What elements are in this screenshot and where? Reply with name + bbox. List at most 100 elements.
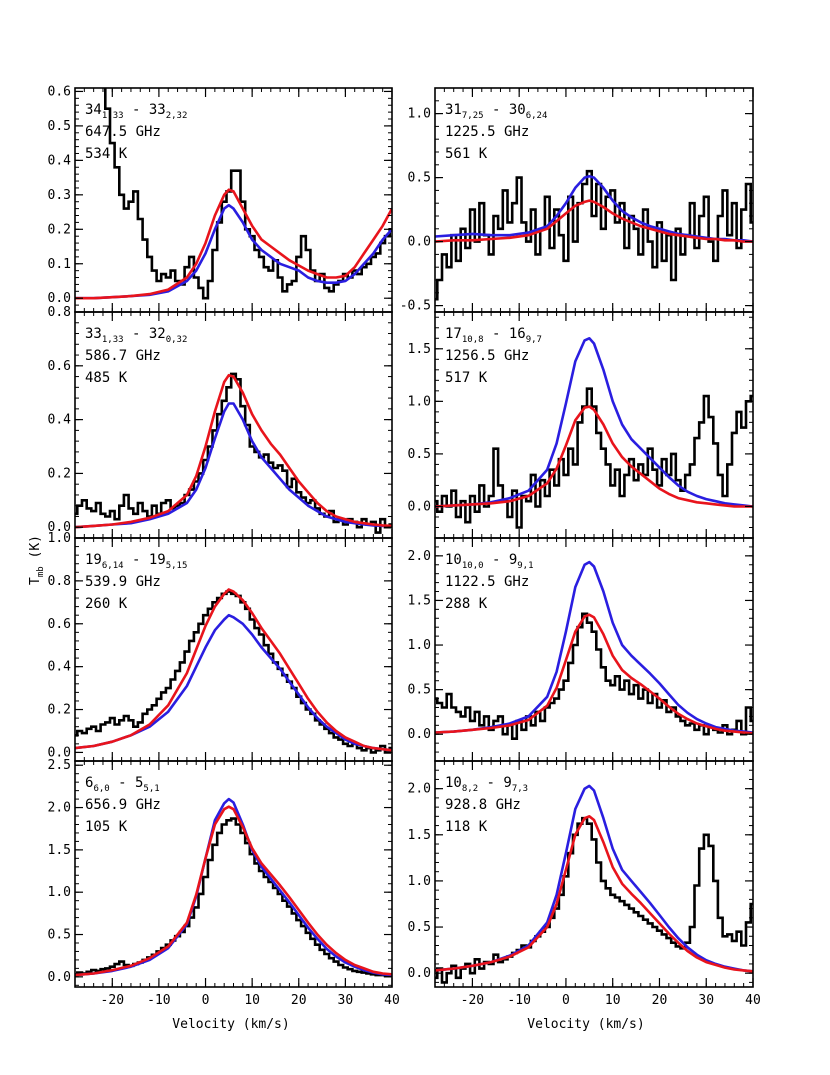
y-tick-label: 0.2 (48, 466, 71, 481)
y-tick-label: 0.4 (48, 660, 72, 675)
transition-lower-sub: 7,3 (512, 784, 528, 794)
transition-upper-sub: 7,25 (462, 111, 484, 121)
transition-upper: 33 (85, 326, 102, 342)
transition-lower-sub: 5,15 (166, 561, 188, 571)
y-axis-title-subscript: mb (36, 566, 46, 577)
frequency-label: 1225.5 GHz (445, 124, 529, 140)
y-tick-label: 0.0 (408, 235, 431, 250)
energy-label: 260 K (85, 596, 128, 612)
y-tick-label: 0.6 (48, 359, 71, 374)
transition-upper: 6 (85, 775, 93, 791)
y-tick-label: 1.5 (408, 593, 431, 608)
y-axis-title: Tmb (K) (28, 535, 46, 585)
model-curve (75, 188, 392, 300)
x-tick-label: 20 (652, 993, 668, 1008)
y-tick-label: 1.0 (408, 107, 431, 122)
energy-label: 118 K (445, 819, 488, 835)
x-tick-label: 0 (202, 993, 210, 1008)
transition-upper-sub: 6,14 (102, 561, 124, 571)
observed-spectrum (435, 387, 753, 529)
transition-upper: 34 (85, 102, 102, 118)
frequency-label: 586.7 GHz (85, 348, 161, 364)
y-axis-title-main: T (28, 577, 43, 585)
x-tick-label: 30 (698, 993, 714, 1008)
y-tick-label: 0.0 (48, 970, 71, 985)
transition-lower-sub: 2,32 (166, 111, 188, 121)
energy-label: 517 K (445, 370, 488, 386)
model-curve (435, 784, 753, 973)
y-tick-label: 0.6 (48, 84, 71, 99)
x-tick-label: 40 (384, 993, 400, 1008)
transition-upper-sub: 10,8 (462, 335, 484, 345)
transition-lower: - 30 (484, 102, 526, 118)
frequency-label: 928.8 GHz (445, 797, 521, 813)
model-curve (75, 373, 392, 529)
transition-label: 66,0 - 55,1 (85, 775, 160, 794)
y-tick-label: 2.0 (408, 782, 431, 797)
transition-label: 196,14 - 195,15 (85, 552, 187, 571)
y-tick-label: -0.5 (400, 299, 431, 314)
spectrum-panel: 0.0 0.5 1.0 1.5 1710,8 - 169,7 1256.5 GHz 517 … (408, 311, 754, 539)
x-tick-label: 30 (338, 993, 354, 1008)
y-tick-label: 0.5 (408, 920, 431, 935)
y-tick-label: 1.0 (48, 885, 71, 900)
y-tick-label: 1.0 (48, 531, 71, 546)
frequency-label: 656.9 GHz (85, 797, 161, 813)
y-tick-label: 0.5 (48, 928, 71, 943)
y-tick-label: 0.4 (48, 413, 72, 428)
x-tick-label: -10 (147, 993, 170, 1008)
y-tick-label: 0.0 (48, 745, 71, 760)
frequency-label: 647.5 GHz (85, 124, 161, 140)
transition-upper: 10 (445, 552, 462, 568)
x-axis-title-right: Velocity (km/s) (527, 1017, 644, 1032)
transition-lower: - 9 (478, 775, 512, 791)
y-tick-label: 0.5 (48, 119, 71, 134)
transition-label: 1010,0 - 99,1 (445, 552, 534, 571)
y-axis-title-unit: (K) (28, 535, 43, 566)
transition-lower: - 5 (110, 775, 144, 791)
transition-lower-sub: 6,24 (526, 111, 548, 121)
y-tick-label: 2.5 (48, 758, 71, 773)
model-curve (75, 805, 392, 977)
observed-spectrum (75, 817, 392, 978)
transition-upper-sub: 1,33 (102, 335, 124, 345)
y-tick-label: 1.0 (408, 394, 431, 409)
transition-lower-sub: 5,1 (143, 784, 159, 794)
y-tick-label: 0.4 (48, 153, 72, 168)
y-tick-label: 0.2 (48, 222, 71, 237)
energy-label: 288 K (445, 596, 488, 612)
transition-upper: 19 (85, 552, 102, 568)
transition-upper-sub: 10,0 (462, 561, 484, 571)
model-curve (435, 405, 753, 508)
spectrum-panel: 0.0 0.5 1.0 1.5 2.0 1010,0 - 99,1 1122.5 GHz 28… (408, 537, 754, 762)
model-curve (75, 613, 392, 752)
energy-label: 534 K (85, 146, 128, 162)
x-axis-title-left: Velocity (km/s) (172, 1017, 289, 1032)
y-tick-label: 1.0 (408, 874, 431, 889)
y-tick-label: 0.0 (48, 291, 71, 306)
model-curve (435, 560, 753, 734)
y-tick-label: 2.0 (408, 549, 431, 564)
transition-upper: 31 (445, 102, 462, 118)
model-curve (75, 797, 392, 977)
spectrum-panel: 0.0 0.5 1.0 1.5 2.0 2.5 -20 -10 0 10 20 30 40 66,0 - … (48, 758, 400, 1008)
y-tick-label: 0.2 (48, 703, 71, 718)
frequency-label: 539.9 GHz (85, 574, 161, 590)
observed-spectrum (75, 590, 392, 754)
y-tick-label: 2.0 (48, 801, 71, 816)
model-curve (435, 337, 753, 508)
y-tick-label: 0.1 (48, 257, 71, 272)
transition-lower: - 33 (124, 102, 166, 118)
transition-lower-sub: 9,7 (526, 335, 542, 345)
y-tick-label: 1.0 (408, 638, 431, 653)
x-tick-label: 10 (244, 993, 260, 1008)
transition-upper-sub: 8,2 (462, 784, 478, 794)
spectrum-panel: 0.0 0.2 0.4 0.6 0.8 331,33 - 320,32 586.7 GHz 4… (48, 305, 393, 539)
model-curve (75, 402, 392, 529)
x-tick-label: -20 (101, 993, 124, 1008)
transition-upper: 17 (445, 326, 462, 342)
transition-upper: 10 (445, 775, 462, 791)
model-curve (435, 613, 753, 735)
